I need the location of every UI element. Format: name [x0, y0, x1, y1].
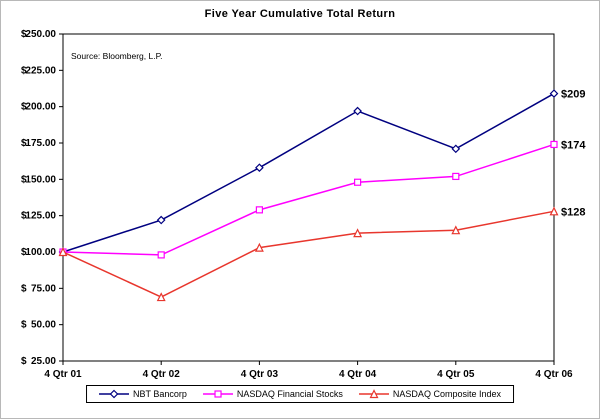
- square-marker-icon: [550, 140, 558, 149]
- y-tick-label: 175.00: [25, 138, 56, 149]
- y-tick-currency: $: [21, 29, 27, 40]
- x-tick-label: 4 Qtr 05: [437, 369, 475, 380]
- legend-item-nasdaq-financial-stocks: NASDAQ Financial Stocks: [202, 389, 343, 399]
- y-tick-currency: $: [21, 283, 27, 294]
- y-tick-label: 250.00: [25, 29, 56, 40]
- chart-title: Five Year Cumulative Total Return: [204, 8, 396, 20]
- series-end-label-nasdaq-composite-index: $128: [561, 206, 585, 218]
- y-tick-currency: $: [21, 138, 27, 149]
- legend-label: NBT Bancorp: [133, 389, 187, 399]
- y-tick-currency: $: [21, 174, 27, 185]
- triangle-marker-icon: [549, 206, 559, 216]
- x-tick-label: 4 Qtr 03: [241, 369, 279, 380]
- series-line-nasdaq-financial-stocks: [62, 143, 555, 256]
- diamond-marker-icon: [549, 89, 559, 98]
- y-tick-currency: $: [21, 320, 27, 331]
- square-marker-icon: [157, 251, 165, 259]
- y-tick-label: 50.00: [31, 320, 56, 331]
- square-marker-icon: [255, 206, 263, 214]
- triangle-marker-icon: [353, 228, 363, 238]
- legend-label: NASDAQ Composite Index: [392, 389, 501, 399]
- y-tick-label: 125.00: [25, 211, 56, 222]
- y-tick-currency: $: [21, 102, 27, 113]
- plot-border: [62, 33, 555, 362]
- y-tick-label: 225.00: [25, 65, 56, 76]
- y-tick-label: 75.00: [31, 283, 56, 294]
- square-marker-icon: [452, 172, 460, 181]
- x-tick-label: 4 Qtr 02: [143, 369, 181, 380]
- triangle-marker-icon: [58, 247, 68, 257]
- triangle-marker-icon: [254, 242, 264, 252]
- x-tick-label: 4 Qtr 01: [44, 369, 82, 380]
- series-line-nbt-bancorp: [62, 92, 555, 253]
- triangle-marker-icon: [156, 292, 166, 302]
- square-marker-icon: [214, 390, 222, 398]
- y-tick-label: 200.00: [25, 102, 56, 113]
- legend-item-nbt-bancorp: NBT Bancorp: [99, 389, 187, 399]
- chart-legend: NBT Bancorp NASDAQ Financial Stocks NASDAQ…: [86, 385, 514, 403]
- diamond-marker-icon: [156, 215, 166, 225]
- legend-item-nasdaq-composite-index: NASDAQ Composite Index: [358, 389, 501, 399]
- series-line-nasdaq-composite-index: [62, 210, 555, 298]
- triangle-marker-icon: [369, 389, 379, 399]
- y-tick-currency: $: [21, 356, 27, 367]
- series-end-label-nasdaq-financial-stocks: $174: [561, 139, 586, 151]
- y-tick-label: 25.00: [31, 356, 56, 367]
- x-tick-label: 4 Qtr 04: [339, 369, 377, 380]
- y-tick-currency: $: [21, 247, 27, 258]
- diamond-legend-icon: [99, 389, 130, 399]
- triangle-marker-icon: [451, 225, 461, 235]
- legend-label: NASDAQ Financial Stocks: [236, 389, 343, 399]
- diamond-marker-icon: [451, 144, 461, 154]
- diamond-marker-icon: [353, 106, 362, 116]
- triangle-legend-icon: [358, 389, 389, 399]
- square-legend-icon: [202, 390, 233, 398]
- square-marker-icon: [354, 178, 362, 186]
- y-tick-currency: $: [21, 65, 27, 76]
- x-tick-label: 4 Qtr 06: [535, 369, 573, 380]
- y-tick-currency: $: [21, 211, 27, 222]
- series-end-label-nbt-bancorp: $209: [561, 89, 585, 101]
- y-tick-label: 150.00: [25, 174, 56, 185]
- diamond-marker-icon: [255, 163, 264, 173]
- source-note: Source: Bloomberg, L.P.: [71, 51, 163, 61]
- y-tick-label: 100.00: [25, 247, 56, 258]
- diamond-marker-icon: [109, 389, 119, 399]
